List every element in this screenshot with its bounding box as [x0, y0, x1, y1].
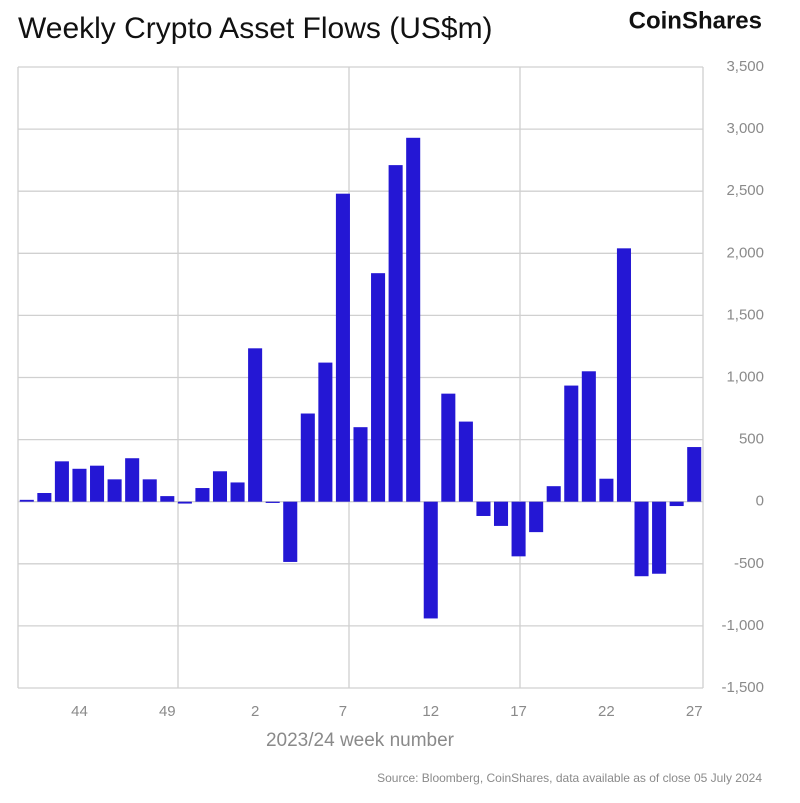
bar	[652, 501, 667, 574]
bar	[634, 501, 649, 577]
bar	[599, 478, 614, 502]
bar	[37, 493, 52, 502]
bar	[19, 499, 34, 502]
bar	[581, 371, 596, 502]
bar	[669, 501, 684, 507]
bar	[160, 496, 175, 502]
x-tick-label: 27	[686, 703, 703, 720]
bar	[616, 248, 631, 502]
x-tick-label: 2	[251, 703, 259, 720]
bar	[195, 488, 210, 502]
bar	[318, 362, 333, 502]
bar	[72, 468, 87, 502]
x-tick-label: 22	[598, 703, 615, 720]
y-tick-label: -1,000	[721, 617, 764, 634]
x-axis-label: 2023/24 week number	[266, 730, 455, 751]
x-tick-label: 44	[71, 703, 88, 720]
x-tick-label: 49	[159, 703, 176, 720]
bar	[230, 482, 245, 502]
bar	[142, 479, 157, 502]
bar	[511, 501, 526, 557]
bar	[564, 385, 579, 502]
bar	[371, 273, 386, 502]
y-tick-label: 1,500	[726, 306, 764, 323]
bar	[54, 461, 69, 502]
bar	[353, 427, 368, 502]
brand-logo: CoinShares	[629, 7, 762, 34]
bar	[529, 501, 544, 533]
bar	[212, 471, 228, 502]
bar	[687, 447, 702, 502]
y-tick-label: 500	[739, 431, 764, 448]
y-tick-label: -1,500	[721, 679, 764, 696]
bar	[406, 137, 421, 502]
bar	[335, 193, 350, 502]
bar	[265, 501, 280, 503]
bar	[107, 479, 122, 502]
y-tick-label: 1,000	[726, 368, 764, 385]
bar	[248, 348, 263, 502]
bar	[388, 165, 403, 502]
bar	[177, 501, 192, 504]
x-tick-label: 7	[339, 703, 347, 720]
y-tick-label: 3,500	[726, 58, 764, 75]
y-tick-label: 2,000	[726, 244, 764, 261]
bar	[300, 413, 315, 502]
bar	[441, 393, 456, 502]
bar	[458, 421, 473, 502]
bar	[423, 501, 438, 619]
bar	[125, 458, 140, 502]
y-tick-label: 3,000	[726, 120, 764, 137]
bar	[476, 501, 491, 516]
bar	[546, 486, 561, 502]
y-tick-label: -500	[734, 555, 764, 572]
chart-title: Weekly Crypto Asset Flows (US$m)	[18, 12, 493, 45]
y-tick-label: 2,500	[726, 182, 764, 199]
x-tick-label: 12	[422, 703, 439, 720]
bar	[493, 501, 509, 526]
x-tick-label: 17	[510, 703, 527, 720]
bar	[283, 501, 298, 562]
source-note: Source: Bloomberg, CoinShares, data avai…	[377, 771, 762, 785]
y-tick-label: 0	[756, 493, 764, 510]
bar	[90, 465, 105, 502]
